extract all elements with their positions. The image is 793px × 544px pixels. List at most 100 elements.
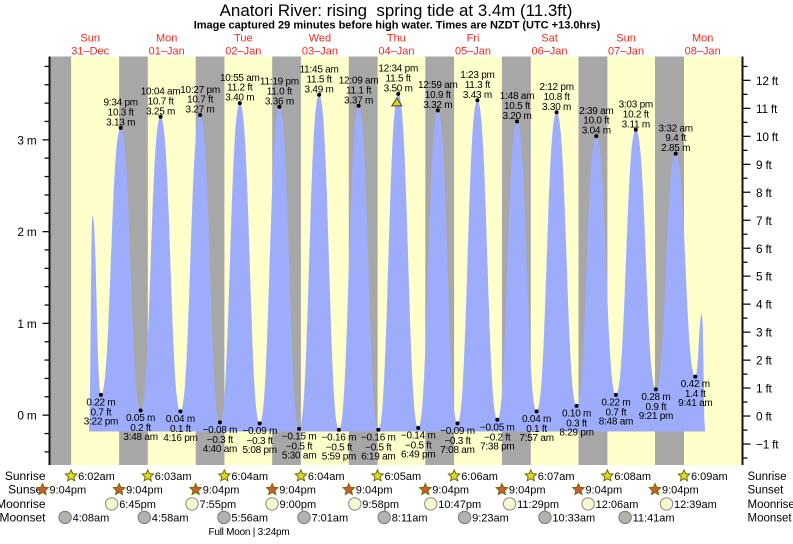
svg-text:05–Jan: 05–Jan bbox=[455, 46, 491, 58]
svg-text:7:08 am: 7:08 am bbox=[440, 445, 474, 456]
svg-text:7:55pm: 7:55pm bbox=[200, 499, 237, 511]
svg-text:4 ft: 4 ft bbox=[756, 298, 773, 312]
svg-text:08–Jan: 08–Jan bbox=[685, 46, 721, 58]
svg-text:5:08 pm: 5:08 pm bbox=[243, 445, 277, 456]
svg-text:6:19 am: 6:19 am bbox=[361, 451, 395, 462]
svg-text:4:16 pm: 4:16 pm bbox=[163, 433, 197, 444]
svg-text:6:09am: 6:09am bbox=[691, 471, 728, 483]
svg-text:7 ft: 7 ft bbox=[756, 214, 773, 228]
svg-text:12:06am: 12:06am bbox=[596, 499, 639, 511]
svg-text:6:02am: 6:02am bbox=[78, 471, 115, 483]
svg-text:9:04pm: 9:04pm bbox=[509, 485, 546, 497]
svg-text:9:04pm: 9:04pm bbox=[203, 485, 240, 497]
svg-text:0 ft: 0 ft bbox=[756, 410, 773, 424]
svg-text:9:04pm: 9:04pm bbox=[662, 485, 699, 497]
svg-text:10 ft: 10 ft bbox=[756, 130, 779, 144]
svg-text:Moonrise: Moonrise bbox=[0, 497, 46, 511]
svg-text:3.27 m: 3.27 m bbox=[186, 105, 215, 116]
svg-text:2 ft: 2 ft bbox=[756, 354, 773, 368]
svg-text:10:47pm: 10:47pm bbox=[438, 499, 481, 511]
svg-text:9:04pm: 9:04pm bbox=[432, 485, 469, 497]
svg-text:3.25 m: 3.25 m bbox=[146, 106, 175, 117]
svg-text:31–Dec: 31–Dec bbox=[71, 46, 109, 58]
svg-text:4:40 am: 4:40 am bbox=[203, 444, 237, 455]
svg-text:9:58pm: 9:58pm bbox=[362, 499, 399, 511]
svg-text:Wed: Wed bbox=[309, 33, 331, 45]
svg-text:3.43 m: 3.43 m bbox=[463, 90, 492, 101]
svg-text:04–Jan: 04–Jan bbox=[378, 46, 414, 58]
svg-text:6:08am: 6:08am bbox=[614, 471, 651, 483]
svg-text:3.30 m: 3.30 m bbox=[542, 102, 571, 113]
svg-text:5:59 pm: 5:59 pm bbox=[322, 451, 356, 462]
svg-text:6:06am: 6:06am bbox=[461, 471, 498, 483]
svg-text:3.37 m: 3.37 m bbox=[344, 95, 373, 106]
svg-text:6:45pm: 6:45pm bbox=[119, 499, 156, 511]
svg-text:8:48 am: 8:48 am bbox=[599, 417, 633, 428]
svg-text:3.49 m: 3.49 m bbox=[305, 84, 334, 95]
svg-text:Sunrise: Sunrise bbox=[5, 469, 46, 483]
svg-text:9:21 pm: 9:21 pm bbox=[639, 411, 673, 422]
svg-text:06–Jan: 06–Jan bbox=[531, 46, 567, 58]
svg-text:4:58am: 4:58am bbox=[152, 512, 189, 524]
svg-text:8 ft: 8 ft bbox=[756, 186, 773, 200]
svg-text:Tue: Tue bbox=[234, 33, 253, 45]
svg-text:Moonset: Moonset bbox=[748, 512, 793, 524]
svg-text:3.13 m: 3.13 m bbox=[106, 118, 135, 129]
svg-text:3.50 m: 3.50 m bbox=[384, 84, 413, 95]
svg-text:Sunset: Sunset bbox=[748, 485, 785, 497]
svg-text:6:04am: 6:04am bbox=[231, 471, 268, 483]
svg-text:5:56am: 5:56am bbox=[231, 512, 268, 524]
svg-text:6:07am: 6:07am bbox=[538, 471, 575, 483]
svg-text:6:03am: 6:03am bbox=[155, 471, 192, 483]
svg-text:8:11am: 8:11am bbox=[392, 512, 428, 524]
svg-text:3.20 m: 3.20 m bbox=[502, 111, 531, 122]
svg-text:5:30 am: 5:30 am bbox=[282, 451, 316, 462]
svg-text:9:04pm: 9:04pm bbox=[586, 485, 623, 497]
svg-text:Thu: Thu bbox=[387, 33, 406, 45]
svg-text:11:29pm: 11:29pm bbox=[517, 499, 559, 511]
svg-text:1 ft: 1 ft bbox=[756, 382, 773, 396]
svg-text:2 m: 2 m bbox=[17, 225, 36, 239]
svg-text:Sat: Sat bbox=[541, 33, 558, 45]
svg-text:9:00pm: 9:00pm bbox=[280, 499, 317, 511]
svg-text:1 m: 1 m bbox=[17, 317, 36, 331]
svg-text:3.04 m: 3.04 m bbox=[582, 126, 611, 137]
svg-text:3:48 am: 3:48 am bbox=[123, 432, 157, 443]
svg-text:Mon: Mon bbox=[156, 33, 177, 45]
svg-text:6:49 pm: 6:49 pm bbox=[401, 450, 435, 461]
svg-text:9:04pm: 9:04pm bbox=[126, 485, 163, 497]
svg-text:3.11 m: 3.11 m bbox=[622, 119, 650, 130]
svg-text:Sun: Sun bbox=[80, 33, 100, 45]
svg-text:02–Jan: 02–Jan bbox=[225, 46, 261, 58]
svg-text:01–Jan: 01–Jan bbox=[149, 46, 185, 58]
svg-text:9:04pm: 9:04pm bbox=[279, 485, 316, 497]
svg-text:3.40 m: 3.40 m bbox=[225, 93, 254, 104]
svg-text:6:05am: 6:05am bbox=[385, 471, 422, 483]
svg-text:3:22 pm: 3:22 pm bbox=[84, 417, 118, 428]
svg-text:5 ft: 5 ft bbox=[756, 270, 773, 284]
svg-text:11 ft: 11 ft bbox=[756, 102, 778, 116]
svg-text:Moonset: Moonset bbox=[0, 510, 46, 524]
svg-text:7:57 am: 7:57 am bbox=[519, 433, 553, 444]
svg-text:3 m: 3 m bbox=[17, 133, 36, 147]
svg-text:Sunrise: Sunrise bbox=[748, 471, 787, 483]
svg-text:−1 ft: −1 ft bbox=[756, 438, 779, 452]
svg-text:3.32 m: 3.32 m bbox=[423, 100, 452, 111]
svg-text:9:04pm: 9:04pm bbox=[50, 485, 87, 497]
svg-text:9:04pm: 9:04pm bbox=[356, 485, 393, 497]
svg-text:12 ft: 12 ft bbox=[756, 74, 779, 88]
svg-text:6 ft: 6 ft bbox=[756, 242, 773, 256]
svg-text:11:41am: 11:41am bbox=[633, 512, 675, 524]
svg-text:6:04am: 6:04am bbox=[308, 471, 345, 483]
svg-text:Sun: Sun bbox=[616, 33, 636, 45]
svg-text:Moonrise: Moonrise bbox=[748, 499, 793, 511]
svg-text:8:29 pm: 8:29 pm bbox=[559, 428, 593, 439]
svg-text:Fri: Fri bbox=[467, 33, 480, 45]
svg-text:9:41 am: 9:41 am bbox=[678, 398, 712, 409]
svg-text:3 ft: 3 ft bbox=[756, 326, 773, 340]
svg-text:Full Moon | 3:24pm: Full Moon | 3:24pm bbox=[209, 527, 290, 538]
svg-text:4:08am: 4:08am bbox=[73, 512, 110, 524]
svg-text:Anatori River: rising spring: Anatori River: rising spring tide at 3.4… bbox=[220, 1, 573, 20]
svg-text:7:01am: 7:01am bbox=[312, 512, 349, 524]
svg-text:Image captured 29 minutes befo: Image captured 29 minutes before high wa… bbox=[194, 19, 601, 31]
